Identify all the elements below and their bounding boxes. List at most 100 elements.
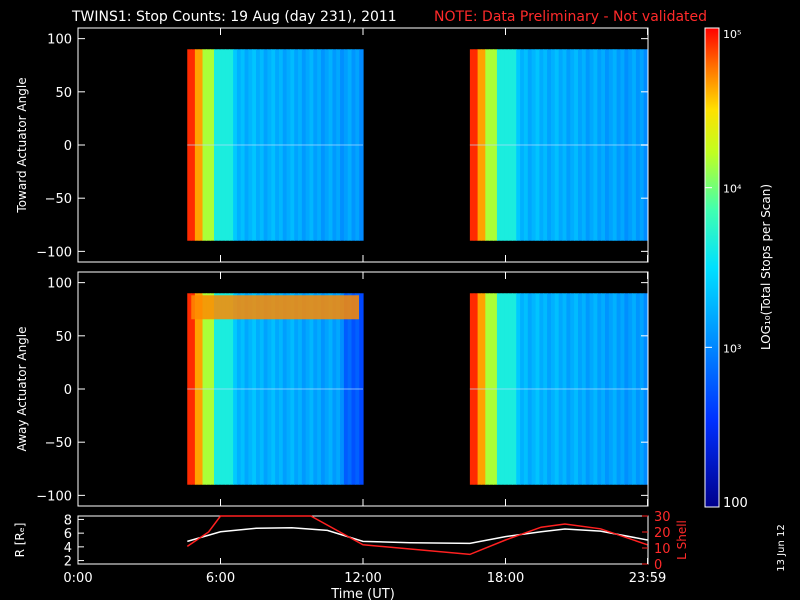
heatmap-column <box>252 49 257 241</box>
lshell-line <box>186 515 648 556</box>
heatmap-column <box>332 293 337 485</box>
heatmap-column <box>267 293 272 485</box>
heatmap-column <box>616 293 622 485</box>
heatmap-column <box>547 293 552 485</box>
away-angle-panel: 100 50 0 −50 −100 Away Actuator Angle <box>15 271 649 507</box>
heatmap-column <box>305 293 311 485</box>
x-axis-label: Time (UT) <box>330 587 395 600</box>
heatmap-column <box>294 49 299 241</box>
heatmap-column <box>624 293 629 485</box>
heatmap-column <box>496 293 502 485</box>
y-axis-label: Away Actuator Angle <box>15 326 29 451</box>
heatmap-column <box>531 293 537 485</box>
heatmap-column <box>585 293 591 485</box>
heatmap-column <box>263 49 269 241</box>
heatmap-column <box>581 293 587 485</box>
heatmap-column <box>578 49 583 241</box>
toward-angle-panel: 100 50 0 −50 −100 Toward Actuator Angle <box>15 27 649 263</box>
colorbar-label: LOG₁₀(Total Stops per Scan) <box>759 184 773 350</box>
heatmap-column <box>210 49 215 241</box>
heatmap-column <box>198 293 204 485</box>
heatmap-column <box>512 49 517 241</box>
heatmap-column <box>493 49 498 241</box>
heatmap-column <box>469 49 475 241</box>
heatmap-column <box>550 49 556 241</box>
heatmap-column <box>473 49 479 241</box>
x-tick-label: 12:00 <box>344 571 381 586</box>
heatmap-column <box>359 293 364 485</box>
heatmap-column <box>620 49 625 241</box>
heatmap-column <box>628 49 633 241</box>
heatmap-column <box>225 293 230 485</box>
heatmap-column <box>286 49 292 241</box>
high-count-band <box>191 295 359 320</box>
colorbar-tick-label: 10³ <box>723 342 741 355</box>
heatmap-column <box>632 293 637 485</box>
plot-frame <box>77 515 649 565</box>
heatmap-column <box>252 293 257 485</box>
heatmap-column <box>635 49 641 241</box>
heatmap-column <box>202 49 207 241</box>
heatmap-column <box>554 293 560 485</box>
heatmap-column <box>290 293 295 485</box>
heatmap-column <box>477 293 483 485</box>
heatmap-column <box>574 49 579 241</box>
heatmap-column <box>236 49 242 241</box>
heatmap-column <box>481 293 486 485</box>
heatmap-column <box>236 293 242 485</box>
heatmap-column <box>259 293 265 485</box>
y-axis-label: Toward Actuator Angle <box>15 77 29 213</box>
heatmap-column <box>512 293 517 485</box>
heatmap-column <box>328 293 334 485</box>
heatmap-column <box>187 293 192 485</box>
heatmap-column <box>608 49 614 241</box>
heatmap-column <box>635 293 641 485</box>
heatmap-column <box>554 49 560 241</box>
heatmap-column <box>198 49 204 241</box>
heatmap-column <box>317 49 322 241</box>
radius-line <box>187 526 648 545</box>
y-tick-label: 4 <box>64 541 72 556</box>
heatmap-column <box>320 49 326 241</box>
heatmap-column <box>278 293 284 485</box>
heatmap-column <box>233 293 238 485</box>
heatmap-column <box>298 49 303 241</box>
heatmap-column <box>601 49 606 241</box>
heatmap-column <box>355 293 360 485</box>
heatmap-column <box>589 49 595 241</box>
heatmap-column <box>229 49 234 241</box>
heatmap-column <box>248 293 253 485</box>
heatmap-column <box>305 49 311 241</box>
heatmap-column <box>259 49 265 241</box>
heatmap-column <box>570 293 575 485</box>
heatmap-column <box>578 293 583 485</box>
heatmap-column <box>539 293 544 485</box>
heatmap-column <box>225 49 230 241</box>
heatmap-column <box>187 49 192 241</box>
heatmap-column <box>632 49 637 241</box>
y-tick-label: 50 <box>55 330 72 345</box>
heatmap-column <box>527 49 533 241</box>
heatmap-column <box>489 293 494 485</box>
heatmap-column <box>340 49 345 241</box>
heatmap-column <box>520 49 525 241</box>
heatmap-column <box>256 293 261 485</box>
heatmap-column <box>336 49 341 241</box>
heatmap-column <box>489 49 494 241</box>
heatmap-column <box>271 49 276 241</box>
heatmap-column <box>585 49 591 241</box>
heatmap-column <box>481 49 486 241</box>
heatmap-column <box>493 293 498 485</box>
heatmap-column <box>589 293 595 485</box>
colorbar-tick-label: 100 <box>723 496 748 511</box>
chart-title: TWINS1: Stop Counts: 19 Aug (day 231), 2… <box>71 9 397 25</box>
heatmap-column <box>309 293 314 485</box>
heatmap-column <box>347 293 353 485</box>
heatmap-column <box>267 49 272 241</box>
heatmap-column <box>566 293 571 485</box>
preliminary-note: NOTE: Data Preliminary - Not validated <box>434 9 707 25</box>
heatmap-column <box>516 293 521 485</box>
heatmap-column <box>282 293 288 485</box>
y-tick-label: 6 <box>64 527 72 542</box>
heatmap-column <box>313 49 318 241</box>
